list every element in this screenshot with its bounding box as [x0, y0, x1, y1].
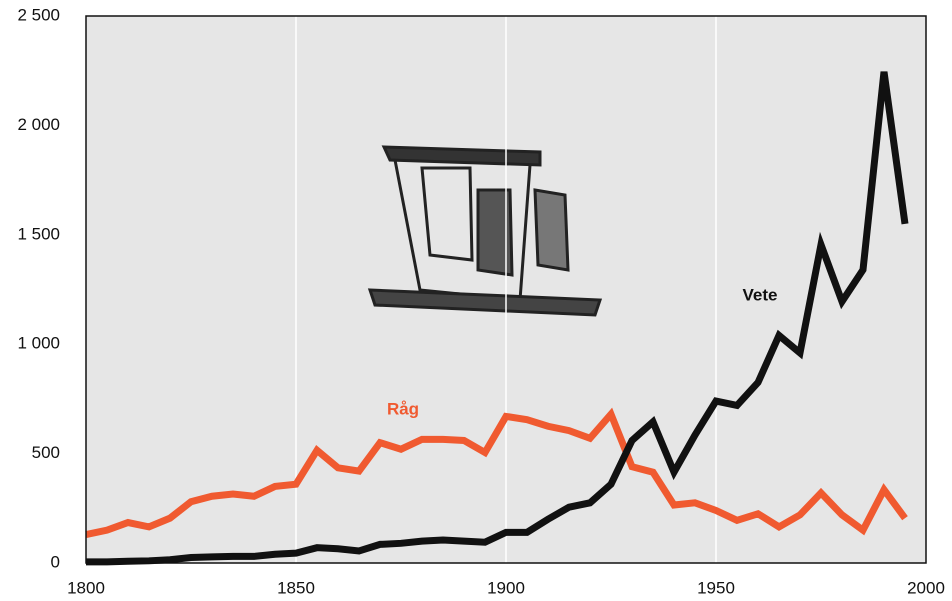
- y-tick-label: 500: [32, 443, 60, 462]
- y-tick-label: 1 000: [17, 334, 60, 353]
- combine-illustration: [367, 145, 603, 317]
- series-line: [86, 71, 909, 566]
- series-line: [85, 407, 908, 538]
- x-tick-label: 2000: [907, 578, 945, 597]
- x-tick-label: 1950: [697, 578, 735, 597]
- y-tick-label: 0: [51, 552, 60, 571]
- series-label: Råg: [387, 399, 419, 418]
- y-tick-label: 2 000: [17, 115, 60, 134]
- x-tick-label: 1900: [487, 578, 525, 597]
- x-tick-label: 1800: [67, 578, 105, 597]
- x-tick-label: 1850: [277, 578, 315, 597]
- y-tick-label: 2 500: [17, 5, 60, 24]
- series-label: Vete: [743, 285, 778, 304]
- y-tick-label: 1 500: [17, 224, 60, 243]
- plot-border: [85, 15, 927, 564]
